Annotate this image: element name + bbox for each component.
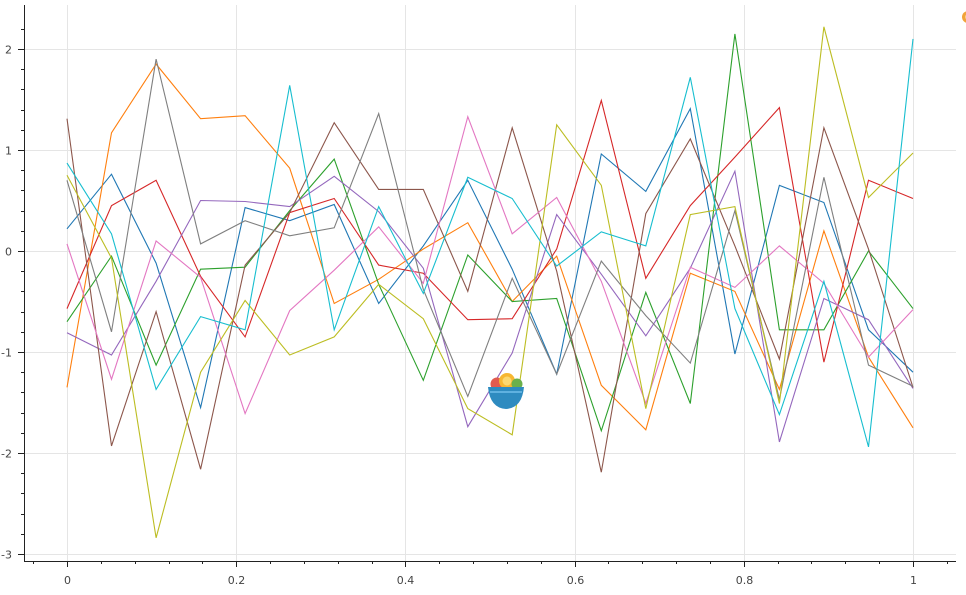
y-tick-label: 2	[5, 44, 12, 57]
series-line-2	[66, 63, 914, 431]
fruit-bowl-icon	[488, 373, 524, 409]
series-line-3	[66, 33, 914, 433]
x-tick-label: 0.8	[736, 574, 754, 587]
x-tick-label: 1	[910, 574, 917, 587]
series-lines	[66, 26, 914, 538]
y-tick-label: 0	[5, 246, 12, 259]
grid	[24, 5, 956, 561]
axes	[24, 5, 956, 562]
series-line-4	[66, 98, 914, 363]
y-tick-label: -2	[1, 448, 12, 461]
series-line-9	[66, 26, 914, 538]
y-tick-label: 1	[5, 145, 12, 158]
series-line-8	[66, 58, 914, 400]
y-ticks: -3 -2 -1 0 1 2	[1, 29, 24, 562]
series-line-6	[66, 118, 914, 473]
series-line-10	[66, 38, 914, 448]
x-tick-label: 0.4	[397, 574, 415, 587]
x-ticks: 0 0.2 0.4 0.6 0.8 1	[33, 561, 948, 587]
y-tick-label: -3	[1, 549, 12, 562]
x-tick-label: 0	[64, 574, 71, 587]
corner-badge-icon	[962, 11, 966, 23]
y-tick-label: -1	[1, 347, 12, 360]
series-line-5	[66, 169, 914, 443]
series-line-7	[66, 114, 914, 416]
x-tick-label: 0.2	[228, 574, 246, 587]
series-line-1	[66, 106, 914, 410]
x-tick-label: 0.6	[567, 574, 585, 587]
